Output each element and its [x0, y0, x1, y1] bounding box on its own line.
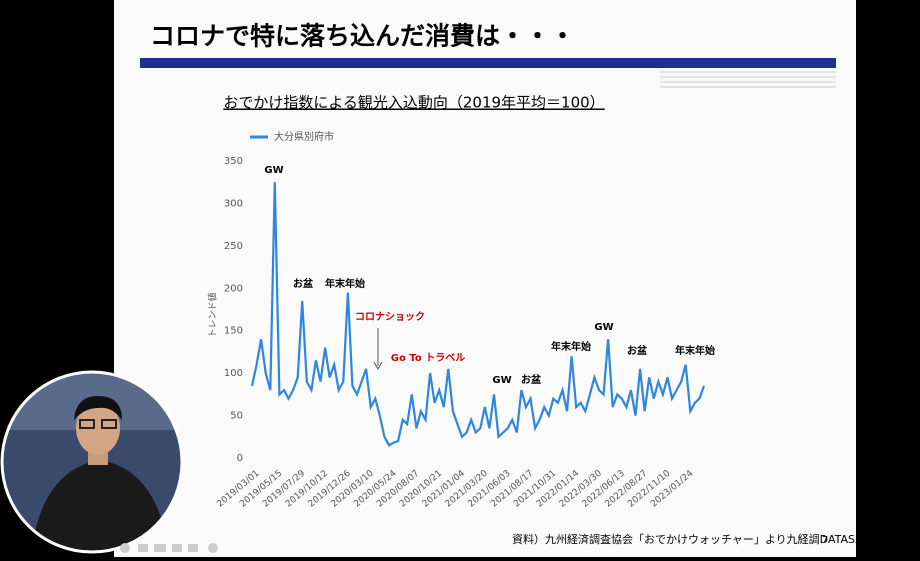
- y-axis-label: トレンド値: [207, 292, 219, 337]
- y-tick-label: 150: [224, 326, 243, 337]
- toolbar-button[interactable]: [208, 543, 218, 553]
- y-tick-label: 0: [237, 453, 243, 464]
- title-bar: [140, 58, 836, 68]
- player-toolbar: [120, 543, 218, 553]
- annotation: お盆: [627, 344, 648, 357]
- speaker-video: [0, 370, 184, 554]
- annotation-arrowhead: [373, 361, 383, 371]
- annotation: Go To トラベル: [391, 352, 465, 364]
- y-tick-label: 200: [224, 283, 243, 294]
- y-tick-label: 300: [224, 198, 243, 209]
- y-tick-label: 100: [224, 368, 243, 379]
- source-note: 資料）九州経済調査協会「おでかけウォッチャー」より九経調DATASALADにて作…: [512, 532, 920, 546]
- toolbar-button[interactable]: [188, 544, 198, 552]
- annotation: コロナショック: [355, 311, 425, 323]
- y-tick-label: 250: [224, 241, 243, 252]
- annotation: お盆: [521, 373, 542, 386]
- y-tick-label: 350: [224, 156, 243, 167]
- toolbar-button[interactable]: [172, 544, 182, 552]
- slide: [114, 0, 856, 557]
- title-bar-hatch: [660, 71, 836, 88]
- y-tick-label: 50: [230, 411, 243, 422]
- toolbar-button[interactable]: [120, 543, 130, 553]
- legend-label: 大分県別府市: [274, 130, 334, 143]
- data-line: [250, 182, 706, 447]
- annotation: GW: [594, 322, 613, 333]
- chart-title: おでかけ指数による観光入込動向（2019年平均＝100）: [223, 94, 604, 112]
- toolbar-button[interactable]: [154, 544, 166, 552]
- annotation: 年末年始: [325, 277, 365, 290]
- annotation: GW: [264, 165, 283, 176]
- toolbar-button[interactable]: [138, 544, 148, 552]
- annotation: お盆: [293, 277, 314, 290]
- annotation: 年末年始: [675, 344, 715, 357]
- page-number: 7: [822, 535, 828, 546]
- annotation: GW: [492, 375, 511, 386]
- slide-title: コロナで特に落ち込んだ消費は・・・: [150, 22, 575, 51]
- annotation: 年末年始: [551, 340, 591, 353]
